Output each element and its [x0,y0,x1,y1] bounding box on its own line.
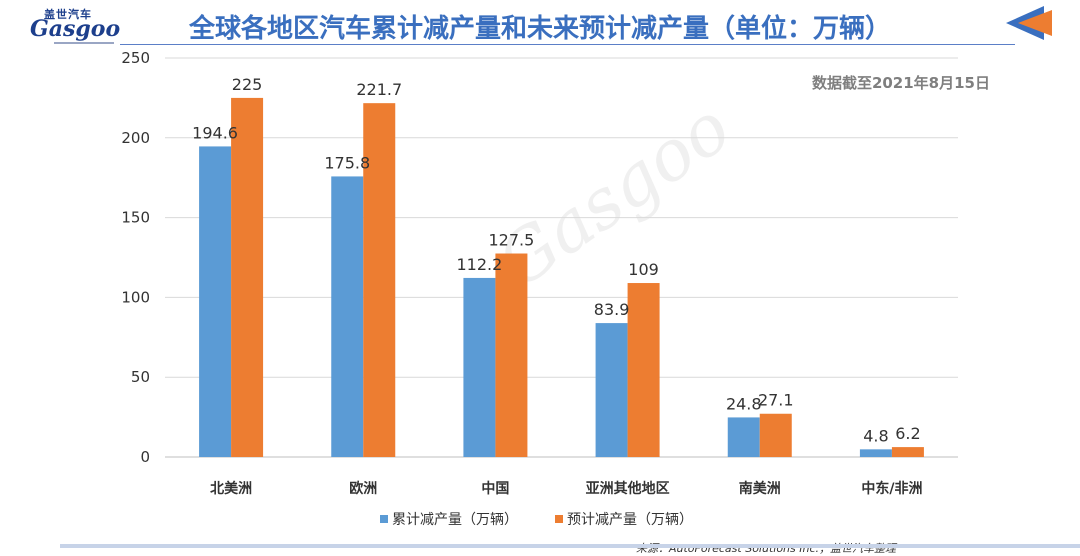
data-label-cumulative: 112.2 [457,255,503,274]
bar-cumulative [595,323,628,457]
data-label-forecast: 127.5 [489,231,535,250]
logo-cn-text: 盖世汽车 [44,8,92,21]
logo-underline [54,42,114,44]
x-category-label: 北美洲 [210,480,252,497]
data-label-forecast: 109 [628,260,659,279]
data-label-cumulative: 175.8 [324,153,370,172]
bar-forecast [759,413,792,457]
data-label-forecast: 221.7 [356,80,402,99]
bar-forecast [891,447,924,457]
data-label-cumulative: 194.6 [192,123,238,142]
bar-cumulative [331,176,364,457]
source-note: 来源：AutoForecast Solutions Inc.；盖世汽车整理 [636,542,897,555]
title-rule [120,44,1015,45]
y-tick-label: 100 [121,288,150,306]
bar-cumulative [727,417,760,457]
x-category-label: 亚洲其他地区 [586,480,670,497]
bar-forecast [231,97,264,458]
gasgoo-logo: 盖世汽车 Gasgoo [14,6,120,46]
data-label-forecast: 225 [232,75,263,94]
y-tick-label: 150 [121,209,150,227]
bar-forecast [627,283,660,457]
y-tick-label: 50 [131,368,150,386]
date-note: 数据截至2021年8月15日 [812,74,990,92]
data-label-forecast: 27.1 [758,391,794,410]
legend-label-forecast: 预计减产量（万辆） [567,512,693,528]
legend-swatch-cumulative [380,515,388,523]
logo-en-text: Gasgoo [30,16,121,42]
data-label-cumulative: 4.8 [863,426,888,445]
chart-title: 全球各地区汽车累计减产量和未来预计减产量（单位：万辆） [188,14,891,44]
bar-cumulative [463,277,496,457]
x-category-label: 南美洲 [739,480,781,497]
x-category-label: 欧洲 [349,480,377,497]
y-tick-label: 250 [121,49,150,67]
bar-forecast [363,103,396,457]
x-category-label: 中国 [481,480,509,497]
bar-forecast [495,253,528,457]
back-arrow-icon [1006,6,1052,40]
data-label-forecast: 6.2 [895,424,920,443]
bar-cumulative [859,449,892,457]
y-tick-label: 200 [121,129,150,147]
data-label-cumulative: 24.8 [726,394,762,413]
x-category-label: 中东/非洲 [861,480,922,497]
data-label-cumulative: 83.9 [594,300,630,319]
bottom-band [60,544,1080,548]
legend-label-cumulative: 累计减产量（万辆） [392,512,518,528]
legend: 累计减产量（万辆） 预计减产量（万辆） [380,512,693,528]
bar-cumulative [199,146,232,457]
y-tick-label: 0 [140,448,150,466]
legend-swatch-forecast [555,515,563,523]
